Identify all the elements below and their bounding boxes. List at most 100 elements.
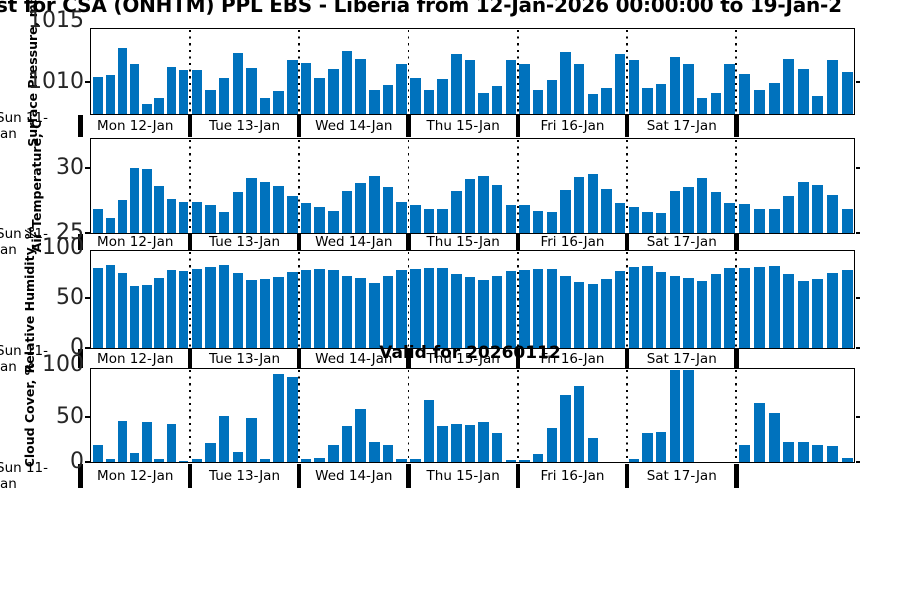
cloud-cover-bar	[382, 444, 394, 462]
y-tick-label: 50	[56, 404, 84, 429]
day-separator-tick	[515, 115, 520, 137]
air-temperature-bar	[129, 167, 140, 233]
cloud-cover-bar	[273, 374, 284, 462]
relative-humidity-bar	[841, 270, 853, 348]
air-temperature-bar	[300, 202, 312, 233]
surface-pressure-bar	[546, 80, 558, 114]
y-tick-label: 1015	[28, 8, 84, 33]
day-boundary-dotted-line	[516, 30, 519, 113]
relative-humidity-bar	[697, 281, 708, 348]
cloud-cover-bar	[519, 460, 530, 462]
air-temperature-bar	[656, 213, 667, 233]
relative-humidity-bar	[117, 273, 128, 348]
cloud-cover-bar	[492, 432, 503, 462]
y-tick-mark	[855, 347, 860, 349]
surface-pressure-bar	[423, 90, 435, 114]
cloud-cover-bar	[753, 402, 765, 462]
day-separator-tick	[297, 115, 302, 137]
y-tick-label: 50	[56, 285, 84, 310]
relative-humidity-bar	[437, 268, 448, 348]
cloud-cover-bar	[105, 459, 116, 462]
surface-pressure-bar	[724, 64, 735, 114]
surface-pressure-bar	[142, 103, 152, 114]
relative-humidity-bar	[218, 265, 230, 348]
relative-humidity-bar	[753, 267, 765, 348]
day-separator-tick	[734, 234, 739, 250]
relative-humidity-bar	[341, 276, 353, 348]
cloud-cover-bar	[560, 394, 571, 462]
day-separator-tick	[624, 115, 630, 137]
y-tick-mark	[855, 232, 860, 234]
day-label: Wed 14-Jan	[315, 467, 393, 484]
air-temperature-bar	[574, 176, 585, 233]
relative-humidity-bar	[628, 267, 640, 348]
day-label: Sat 17-Jan	[646, 118, 717, 134]
day-boundary-dotted-line	[516, 140, 519, 232]
air-temperature-bar	[739, 204, 751, 233]
relative-humidity-bar	[826, 273, 838, 348]
relative-humidity-bar	[724, 268, 735, 348]
air-temperature-bar	[142, 169, 152, 233]
surface-pressure-bar	[117, 48, 128, 114]
surface-pressure-bar	[451, 54, 462, 114]
surface-pressure-bar	[396, 64, 407, 114]
cloud-cover-bar	[410, 459, 421, 462]
air-temperature-bar	[533, 210, 544, 233]
day-label: Wed 14-Jan	[315, 118, 393, 134]
air-temperature-bar	[841, 209, 853, 233]
cloud-cover-bar	[574, 386, 585, 462]
day-separator-tick	[734, 115, 739, 137]
surface-pressure-bar	[574, 64, 585, 114]
surface-pressure-bar	[628, 60, 640, 114]
air-temperature-bar	[505, 205, 517, 233]
relative-humidity-bar	[587, 284, 599, 348]
day-separator-tick	[297, 234, 302, 250]
relative-humidity-bar	[546, 269, 558, 348]
cloud-cover-bar	[683, 369, 694, 462]
surface-pressure-bar	[328, 69, 339, 114]
day-separator-tick	[78, 463, 83, 488]
air-temperature-bar	[355, 183, 366, 233]
day-separator-tick	[515, 349, 520, 368]
day-label: Mon 12-Jan	[97, 467, 174, 484]
day-separator-tick	[406, 115, 411, 137]
relative-humidity-bar	[739, 268, 751, 348]
surface-pressure-bar	[783, 59, 795, 114]
cloud-cover-bar	[478, 422, 489, 462]
surface-pressure-bar	[683, 64, 694, 114]
y-tick-label: 100	[42, 352, 84, 377]
y-tick-label: 100	[42, 235, 84, 260]
cloud-cover-bar	[587, 437, 599, 462]
day-boundary-dotted-line	[298, 140, 300, 232]
day-separator-tick	[515, 463, 520, 488]
relative-humidity-bar	[232, 273, 243, 348]
cloud-cover-bar	[656, 431, 667, 462]
surface-pressure-bar	[587, 93, 599, 114]
cloud-cover-bar	[546, 427, 558, 462]
cloud-cover-bar	[328, 444, 339, 462]
surface-pressure-bar	[505, 60, 517, 114]
cloud-cover-bar	[451, 424, 462, 462]
surface-pressure-bar	[178, 70, 189, 114]
y-tick-label: 0	[70, 449, 84, 474]
air-temperature-bar	[341, 191, 353, 233]
day-label: Fri 16-Jan	[540, 118, 605, 134]
surface-pressure-bar	[246, 67, 257, 114]
y-tick-mark	[85, 461, 90, 463]
surface-pressure-bar	[341, 50, 353, 114]
relative-humidity-bar	[812, 279, 824, 348]
surface-pressure-bar	[355, 59, 366, 114]
air-temperature-bar	[615, 202, 626, 233]
day-label: Fri 16-Jan	[540, 350, 605, 367]
surface-pressure-bar	[129, 64, 140, 114]
day-label: Tue 13-Jan	[209, 350, 281, 367]
relative-humidity-bar	[492, 276, 503, 348]
air-temperature-bar	[451, 191, 462, 233]
air-temperature-bar	[683, 187, 694, 233]
air-temperature-bar	[768, 209, 780, 233]
surface-pressure-bar	[191, 70, 202, 114]
surface-pressure-bar	[753, 90, 765, 114]
y-tick-label: 0	[70, 335, 84, 360]
air-temperature-bar	[218, 211, 230, 233]
day-separator-tick	[297, 349, 302, 368]
